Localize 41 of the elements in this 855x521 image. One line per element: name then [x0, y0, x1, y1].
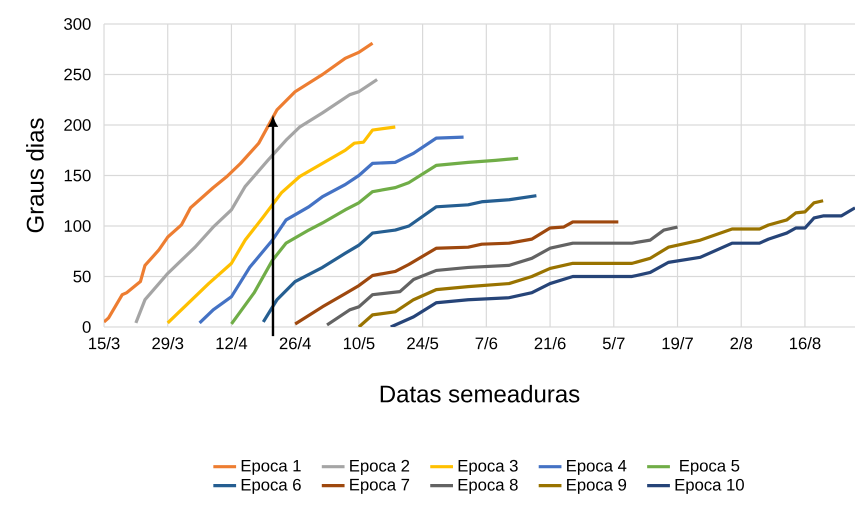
x-tick-label: 21/6 — [534, 337, 566, 350]
y-tick-label: 250 — [64, 68, 91, 80]
y-tick-label: 50 — [73, 270, 91, 282]
legend-label: Epoca 10 — [676, 478, 744, 494]
line-series — [198, 136, 466, 325]
legend-label: Epoca 1 — [242, 460, 301, 475]
legend-label: Epoca 3 — [458, 460, 518, 475]
x-tick-label: 19/7 — [662, 337, 693, 350]
line-series — [294, 220, 620, 326]
legend-label: Epoca 7 — [350, 478, 410, 494]
x-tick-label: 12/4 — [216, 337, 248, 350]
line-series — [357, 199, 825, 327]
x-tick-label: 29/3 — [152, 337, 184, 350]
legend-label: Epoca 9 — [567, 478, 626, 494]
x-tick-label: 16/8 — [790, 337, 820, 350]
x-tick-label: 2/8 — [730, 337, 752, 350]
y-tick-label: 200 — [64, 119, 91, 131]
legend-label: Epoca 2 — [350, 460, 410, 475]
line-series — [104, 42, 374, 324]
line-series — [166, 125, 397, 325]
line-series — [325, 225, 680, 327]
legend-label: Epoca 8 — [458, 478, 518, 494]
x-tick-label: 10/5 — [344, 337, 374, 350]
x-tick-label: 5/7 — [602, 337, 625, 350]
line-series — [134, 78, 379, 325]
legend-label: Epoca 5 — [680, 460, 740, 475]
line-series — [389, 206, 855, 327]
line-series — [230, 156, 520, 326]
y-tick-label: 300 — [64, 18, 91, 30]
y-tick-label: 0 — [82, 321, 91, 333]
legend-label: Epoca 4 — [567, 460, 626, 475]
x-axis-title: Datas semeaduras — [380, 384, 580, 402]
line-series — [262, 194, 538, 324]
x-tick-label: 26/4 — [280, 337, 311, 350]
x-tick-label: 24/5 — [407, 337, 438, 350]
legend-label: Epoca 6 — [242, 478, 301, 494]
x-tick-label: 7/6 — [476, 337, 498, 350]
x-tick-label: 15/3 — [89, 337, 120, 350]
y-axis-title: Graus dias — [26, 118, 44, 232]
y-tick-label: 150 — [64, 170, 91, 182]
y-tick-label: 100 — [64, 220, 91, 232]
